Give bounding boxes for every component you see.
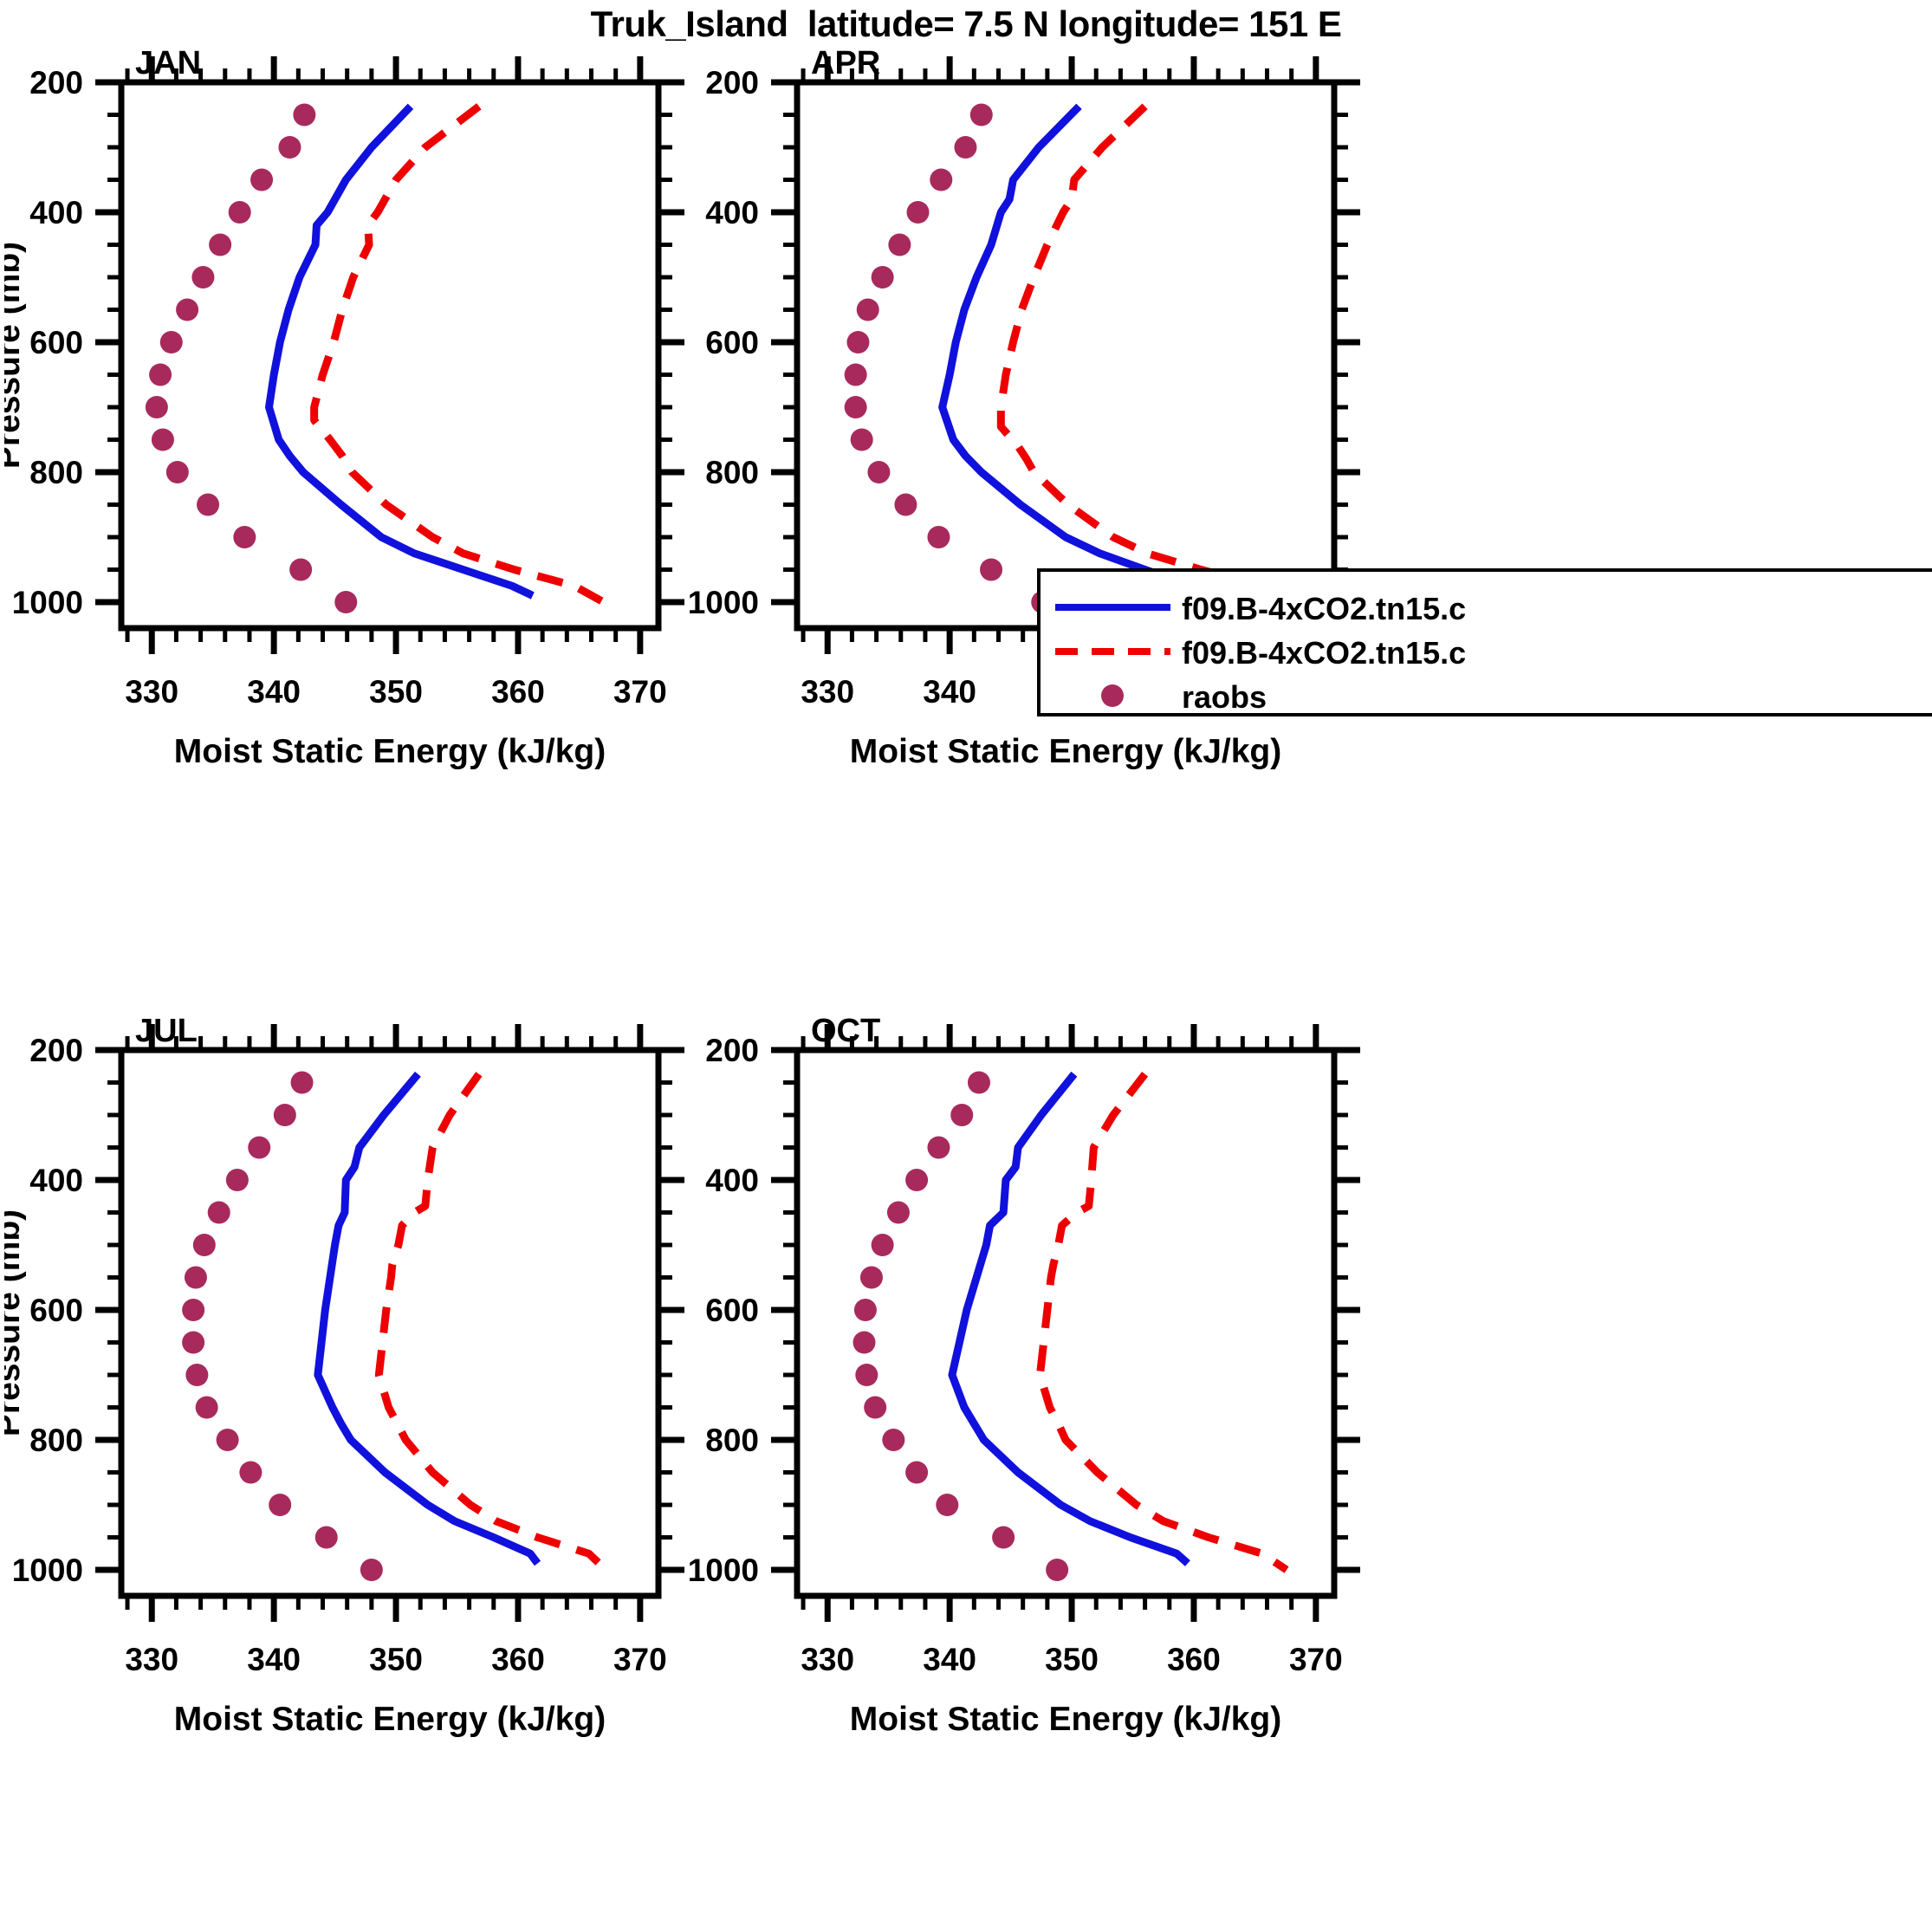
x-tick-label: 340 xyxy=(247,1642,301,1677)
x-tick-label: 340 xyxy=(247,674,301,710)
x-tick-label: 360 xyxy=(491,1642,545,1677)
series-line-solid xyxy=(314,1071,541,1566)
legend-label-1: f09.B-4xCO2.tn15.c xyxy=(1182,635,1466,671)
y-tick-label: 800 xyxy=(29,1423,83,1458)
x-axis-label: Moist Static Energy (kJ/kg) xyxy=(174,1701,606,1738)
x-tick-label: 350 xyxy=(1045,1642,1099,1677)
y-tick-label: 1000 xyxy=(688,585,759,620)
x-tick-label: 350 xyxy=(369,674,423,710)
series-line-dashed xyxy=(310,103,606,606)
x-tick-label: 360 xyxy=(1167,1642,1221,1677)
plot-panel-jul: 330 340 350 360 370 200 400 600 800 1000 Moist Sta… xyxy=(4,1011,706,1756)
x-tick-label: 330 xyxy=(125,674,178,710)
y-tick-label: 200 xyxy=(705,65,759,100)
x-tick-label: 340 xyxy=(923,1642,976,1677)
y-axis-label: Pressure (mb) xyxy=(4,1209,27,1436)
y-tick-label: 400 xyxy=(705,195,759,230)
y-axis-label: Pressure (mb) xyxy=(4,242,27,469)
raobs-marker-group xyxy=(182,1071,383,1581)
raobs-marker-group xyxy=(853,1071,1069,1581)
series-line-solid xyxy=(265,103,535,600)
y-tick-label: 1000 xyxy=(688,1553,759,1588)
series-line-dashed xyxy=(1035,1071,1289,1573)
panel-tag-jan: JAN xyxy=(135,45,201,81)
x-tick-label: 370 xyxy=(613,674,667,710)
y-tick-label: 1000 xyxy=(12,1553,83,1588)
legend-label-0: f09.B-4xCO2.tn15.c xyxy=(1182,591,1466,626)
legend[interactable]: f09.B-4xCO2.tn15.c f09.B-4xCO2.tn15.c raob… xyxy=(1036,567,1932,719)
x-axis-label: Moist Static Energy (kJ/kg) xyxy=(850,733,1281,770)
y-tick-label: 200 xyxy=(29,65,83,100)
y-tick-label: 600 xyxy=(29,325,83,360)
y-tick-label: 800 xyxy=(705,1423,759,1458)
x-tick-label: 330 xyxy=(801,674,854,710)
raobs-marker-group xyxy=(145,103,358,613)
y-tick-label: 800 xyxy=(705,455,759,490)
series-line-dashed xyxy=(996,103,1292,606)
panel-tag-oct: OCT xyxy=(811,1013,880,1049)
panel-tag-apr: APR xyxy=(811,45,880,81)
plot-panel-oct: 330 340 350 360 370 200 400 600 800 1000 Moist Sta… xyxy=(680,1011,1382,1756)
y-tick-label: 400 xyxy=(29,195,83,230)
x-tick-label: 340 xyxy=(923,674,976,710)
plot-panel-jan: 330 340 350 360 370 200 400 600 800 1000 Moist Sta… xyxy=(4,43,706,788)
y-tick-label: 400 xyxy=(705,1163,759,1198)
series-line-solid xyxy=(948,1071,1190,1566)
x-tick-label: 330 xyxy=(125,1642,178,1677)
y-tick-label: 600 xyxy=(29,1293,83,1328)
y-tick-label: 800 xyxy=(29,455,83,490)
x-tick-label: 360 xyxy=(491,674,545,710)
y-tick-label: 600 xyxy=(705,1293,759,1328)
x-axis-label: Moist Static Energy (kJ/kg) xyxy=(174,733,606,770)
y-tick-label: 200 xyxy=(29,1033,83,1068)
y-tick-label: 200 xyxy=(705,1033,759,1068)
x-tick-label: 370 xyxy=(613,1642,667,1677)
panel-tag-jul: JUL xyxy=(135,1013,198,1049)
legend-label-2: raobs xyxy=(1182,679,1267,715)
x-axis-label: Moist Static Energy (kJ/kg) xyxy=(850,1701,1281,1738)
y-tick-label: 400 xyxy=(29,1163,83,1198)
series-line-dashed xyxy=(374,1072,609,1573)
x-tick-label: 330 xyxy=(801,1642,854,1677)
x-tick-label: 350 xyxy=(369,1642,423,1677)
figure-title: Truk_Island latitude= 7.5 N longitude= 1… xyxy=(590,3,1342,44)
y-tick-label: 1000 xyxy=(12,585,83,620)
x-tick-label: 370 xyxy=(1289,1642,1343,1677)
series-line-solid xyxy=(938,103,1211,600)
y-tick-label: 600 xyxy=(705,325,759,360)
